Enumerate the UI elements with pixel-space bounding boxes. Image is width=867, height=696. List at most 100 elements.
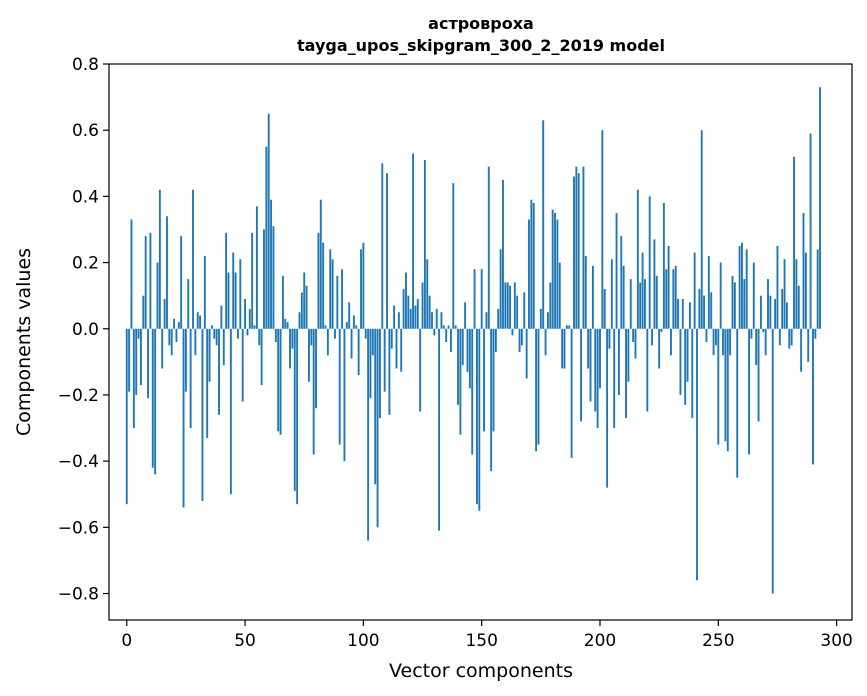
- bar-93: [345, 322, 348, 329]
- bar-262: [745, 249, 748, 329]
- bar-229: [667, 246, 670, 329]
- bar-3: [132, 328, 135, 429]
- y-tick-label: 0.2: [72, 254, 99, 274]
- bar-225: [658, 328, 661, 369]
- bar-285: [800, 328, 803, 372]
- bar-171: [530, 199, 533, 329]
- bar-170: [528, 219, 530, 329]
- bar-189: [573, 176, 575, 329]
- bar-187: [568, 325, 571, 329]
- bar-176: [542, 120, 545, 329]
- bar-293: [819, 87, 821, 329]
- y-tick-label: −0.2: [58, 386, 99, 406]
- bar-69: [289, 328, 291, 369]
- bar-57: [260, 328, 263, 386]
- bar-159: [502, 179, 504, 329]
- bar-267: [757, 328, 760, 422]
- bar-283: [795, 259, 798, 329]
- bar-123: [416, 298, 419, 329]
- bar-282: [793, 156, 795, 329]
- bar-181: [554, 212, 556, 329]
- bar-280: [788, 328, 791, 349]
- bar-115: [397, 312, 400, 329]
- bar-79: [312, 328, 315, 455]
- bar-44: [229, 328, 232, 495]
- bar-43: [227, 272, 230, 329]
- bar-281: [790, 328, 793, 346]
- bar-35: [208, 328, 211, 382]
- bar-74: [300, 292, 303, 329]
- bar-109: [383, 328, 386, 392]
- bar-277: [781, 289, 784, 329]
- bar-204: [608, 328, 611, 349]
- y-axis-label: Components values: [13, 248, 35, 436]
- bar-139: [454, 325, 457, 329]
- y-tick-label: −0.6: [58, 518, 99, 538]
- bar-243: [700, 130, 703, 329]
- bar-125: [421, 282, 424, 329]
- bar-88: [334, 328, 336, 339]
- bar-263: [748, 328, 751, 455]
- bar-199: [596, 328, 599, 429]
- bar-248: [712, 328, 715, 356]
- x-tick-label: 250: [702, 631, 734, 651]
- bar-116: [400, 328, 403, 372]
- bar-17: [166, 216, 168, 329]
- bar-62: [272, 226, 275, 329]
- bar-147: [473, 269, 476, 329]
- bar-145: [468, 328, 471, 389]
- bar-162: [509, 285, 512, 329]
- x-tick-label: 200: [584, 631, 616, 651]
- bar-209: [620, 236, 623, 329]
- bar-140: [457, 328, 459, 405]
- bar-114: [395, 328, 398, 369]
- bar-272: [769, 295, 772, 329]
- bar-276: [778, 328, 781, 346]
- bar-224: [655, 275, 658, 329]
- bar-205: [610, 259, 613, 329]
- bar-58: [263, 229, 265, 329]
- bar-273: [771, 328, 774, 594]
- bar-150: [480, 269, 483, 329]
- bars-group: [125, 87, 821, 594]
- bar-131: [435, 308, 438, 329]
- bar-30: [196, 312, 199, 329]
- bar-163: [511, 328, 514, 336]
- bar-102: [367, 328, 370, 541]
- bar-154: [490, 328, 493, 472]
- bar-234: [679, 328, 682, 395]
- bar-41: [222, 328, 225, 366]
- bar-87: [331, 259, 334, 329]
- bar-261: [743, 279, 746, 329]
- bar-31: [199, 315, 202, 329]
- bar-10: [149, 232, 152, 329]
- bar-186: [565, 325, 568, 329]
- bar-172: [532, 203, 535, 329]
- bar-279: [785, 302, 788, 329]
- bar-130: [433, 328, 436, 336]
- bar-233: [677, 298, 680, 329]
- bar-142: [461, 328, 464, 366]
- bar-197: [591, 265, 594, 329]
- bar-26: [187, 279, 190, 329]
- bar-165: [516, 295, 519, 329]
- bar-221: [648, 196, 651, 329]
- bar-240: [693, 252, 696, 329]
- bar-264: [750, 328, 753, 339]
- bar-134: [442, 325, 445, 329]
- bar-120: [409, 308, 412, 329]
- bar-107: [378, 328, 381, 419]
- bar-61: [270, 199, 273, 329]
- bar-213: [629, 279, 632, 329]
- bar-126: [423, 159, 426, 329]
- bar-192: [580, 328, 583, 422]
- bar-2: [130, 219, 133, 329]
- bar-9: [147, 328, 149, 399]
- bar-222: [651, 328, 653, 346]
- bar-284: [797, 285, 800, 329]
- bar-251: [719, 262, 722, 329]
- bar-77: [308, 328, 310, 382]
- bar-292: [816, 249, 819, 329]
- bar-27: [189, 328, 192, 429]
